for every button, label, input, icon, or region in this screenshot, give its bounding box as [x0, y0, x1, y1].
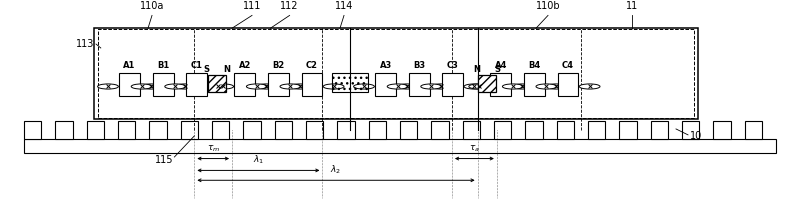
Text: A1: A1 [123, 61, 136, 70]
Bar [274, 121, 292, 139]
Bar [153, 73, 174, 96]
Bar [409, 73, 430, 96]
Bar [442, 73, 463, 96]
Text: B4: B4 [528, 61, 541, 70]
Circle shape [464, 84, 485, 89]
Bar [234, 73, 255, 96]
Circle shape [280, 84, 301, 89]
Text: 114: 114 [335, 1, 353, 12]
Bar [94, 28, 698, 119]
Bar [181, 121, 198, 139]
Bar [375, 73, 396, 96]
Circle shape [469, 84, 490, 89]
Bar [400, 121, 418, 139]
Bar [119, 73, 140, 96]
Text: S: S [203, 65, 210, 74]
Text: $\tau_a$: $\tau_a$ [469, 144, 480, 154]
Text: N: N [474, 65, 480, 74]
Circle shape [430, 84, 451, 89]
Bar [98, 29, 694, 118]
Text: C2: C2 [306, 61, 318, 70]
Text: A2: A2 [238, 61, 251, 70]
Circle shape [290, 84, 310, 89]
Text: 110b: 110b [536, 1, 560, 12]
Text: B3: B3 [413, 61, 426, 70]
Circle shape [421, 84, 442, 89]
Circle shape [323, 84, 344, 89]
Text: $\lambda_2$: $\lambda_2$ [330, 163, 342, 176]
Circle shape [579, 84, 600, 89]
Circle shape [165, 84, 186, 89]
Circle shape [536, 84, 557, 89]
Bar [302, 73, 322, 96]
Circle shape [354, 84, 374, 89]
Circle shape [397, 84, 418, 89]
Circle shape [246, 84, 267, 89]
Bar [24, 121, 42, 139]
Bar [369, 121, 386, 139]
Text: 10: 10 [690, 131, 702, 141]
Circle shape [512, 84, 533, 89]
Circle shape [387, 84, 408, 89]
Circle shape [98, 84, 118, 89]
Circle shape [213, 84, 234, 89]
Bar [333, 73, 368, 93]
Bar [650, 121, 668, 139]
Bar [212, 121, 230, 139]
Text: S: S [494, 65, 501, 74]
Circle shape [141, 84, 162, 89]
Text: A3: A3 [379, 61, 392, 70]
Bar [86, 121, 104, 139]
Text: 11: 11 [626, 1, 638, 12]
Text: C1: C1 [191, 61, 203, 70]
Bar [526, 121, 542, 139]
Bar [55, 121, 73, 139]
Circle shape [174, 84, 195, 89]
Bar [558, 73, 578, 96]
Text: C3: C3 [447, 61, 458, 70]
Circle shape [546, 84, 566, 89]
Bar [619, 121, 637, 139]
Bar [268, 73, 289, 96]
Bar [118, 121, 135, 139]
Circle shape [256, 84, 277, 89]
Text: C4: C4 [562, 61, 574, 70]
Text: N: N [224, 65, 230, 74]
Text: $\lambda_1$: $\lambda_1$ [253, 154, 264, 166]
Bar [478, 75, 496, 93]
Bar [462, 121, 480, 139]
Circle shape [131, 84, 152, 89]
Bar [714, 121, 730, 139]
Bar [524, 73, 545, 96]
Bar [150, 121, 166, 139]
Bar [186, 73, 207, 96]
Circle shape [502, 84, 523, 89]
Bar [208, 75, 226, 93]
Text: $\tau_m$: $\tau_m$ [206, 144, 220, 154]
Bar [490, 73, 511, 96]
Bar [306, 121, 323, 139]
Text: B2: B2 [272, 61, 285, 70]
Text: B1: B1 [157, 61, 170, 70]
Text: 113: 113 [76, 39, 94, 49]
Bar [745, 121, 762, 139]
Bar [557, 121, 574, 139]
Bar [24, 139, 776, 153]
Bar [588, 121, 606, 139]
Bar [243, 121, 261, 139]
Bar [338, 121, 354, 139]
Text: 115: 115 [154, 155, 174, 165]
Circle shape [208, 84, 229, 89]
Text: 112: 112 [280, 1, 299, 12]
Text: A4: A4 [494, 61, 507, 70]
Text: 111: 111 [243, 1, 261, 12]
Bar [431, 121, 449, 139]
Text: 110a: 110a [140, 1, 164, 12]
Bar [682, 121, 699, 139]
Bar [494, 121, 511, 139]
